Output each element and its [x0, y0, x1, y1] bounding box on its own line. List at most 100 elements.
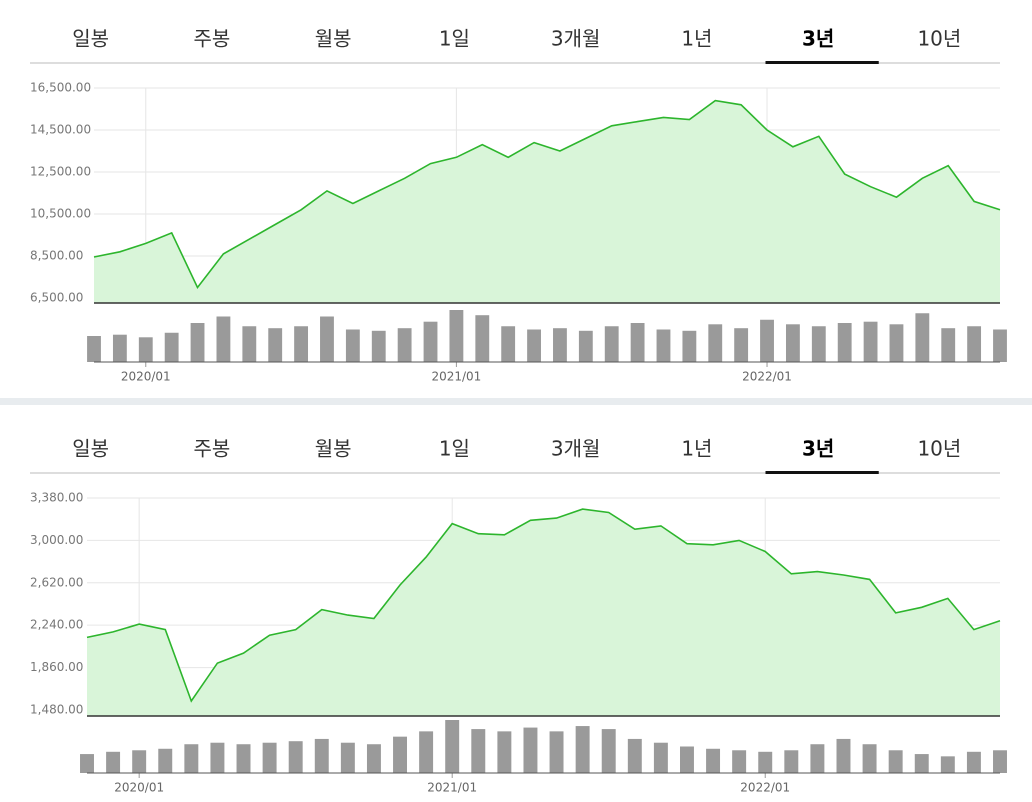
x-tick-label: 2020/01 — [114, 781, 164, 795]
volume-bar — [967, 326, 982, 362]
y-tick-label: 2,620.00 — [30, 575, 83, 589]
volume-bar — [216, 316, 231, 362]
volume-bar — [708, 324, 723, 362]
volume-bar — [190, 323, 205, 362]
volume-bar — [449, 310, 464, 362]
volume-bar — [811, 326, 826, 362]
volume-bar — [682, 330, 697, 362]
tab[interactable]: 10년 — [917, 27, 961, 51]
volume-bar — [268, 328, 283, 362]
price-line — [93, 99, 1001, 290]
tab[interactable]: 주봉 — [193, 437, 230, 461]
volume-bar — [393, 736, 408, 773]
tab[interactable]: 3개월 — [551, 437, 601, 461]
separator — [0, 398, 1032, 405]
volume-bar — [630, 323, 645, 362]
y-tick-label: 3,000.00 — [30, 533, 83, 547]
volume-bar — [242, 326, 257, 362]
volume-bar — [837, 323, 852, 362]
volume-bar — [604, 326, 619, 362]
volume-bar — [164, 332, 179, 362]
x-tick-label: 2021/01 — [427, 781, 477, 795]
volume-bar — [941, 328, 956, 362]
volume-bar — [993, 329, 1007, 362]
volume-bar — [132, 750, 147, 773]
tab[interactable]: 1년 — [681, 27, 712, 51]
y-tick-label: 14,500.00 — [30, 122, 91, 136]
volume-bar — [288, 741, 303, 773]
y-tick-label: 3,380.00 — [30, 490, 83, 504]
y-tick-label: 2,240.00 — [30, 618, 83, 632]
volume-bar — [475, 315, 490, 362]
volume-bar — [888, 750, 903, 773]
volume-bar — [497, 731, 512, 773]
tab[interactable]: 월봉 — [315, 437, 352, 461]
tab[interactable]: 1일 — [439, 27, 470, 51]
active-tab-underline — [765, 471, 879, 474]
y-tick-label: 16,500.00 — [30, 80, 91, 94]
volume-bar — [501, 326, 516, 362]
tab[interactable]: 1년 — [681, 437, 712, 461]
volume-bar — [320, 316, 334, 362]
volume-bar — [760, 319, 774, 362]
volume-bar — [294, 326, 309, 362]
y-tick-label: 8,500.00 — [30, 248, 83, 262]
active-tab-underline — [765, 61, 879, 64]
volume-bar — [656, 329, 671, 362]
y-tick-label: 1,480.00 — [30, 702, 83, 716]
area — [87, 509, 1000, 716]
volume-bar — [993, 750, 1007, 773]
tab[interactable]: 일봉 — [72, 27, 109, 51]
volume-bar — [397, 328, 412, 362]
volume-bar — [915, 313, 930, 362]
y-tick-label: 6,500.00 — [30, 290, 83, 304]
price-line — [86, 508, 1001, 703]
volume-bar — [862, 744, 877, 773]
volume-bar — [627, 738, 642, 773]
volume-bar — [523, 727, 538, 773]
volume-bar — [345, 329, 360, 362]
tab[interactable]: 일봉 — [72, 437, 109, 461]
volume-bar — [366, 744, 381, 773]
y-tick-label: 12,500.00 — [30, 164, 91, 178]
volume-bar — [445, 720, 460, 773]
volume-bar — [527, 329, 541, 362]
volume-bar — [810, 744, 825, 773]
volume-bar — [785, 324, 800, 362]
tab[interactable]: 월봉 — [315, 27, 352, 51]
volume-bar — [653, 742, 668, 773]
volume-bar — [419, 731, 434, 773]
volume-bar — [262, 742, 277, 773]
volume-bar — [966, 751, 981, 773]
volume-bar — [549, 731, 564, 773]
y-tick-label: 10,500.00 — [30, 206, 91, 220]
y-tick-label: 1,860.00 — [30, 660, 83, 674]
volume-bar — [138, 337, 153, 362]
volume-bar — [758, 751, 773, 773]
volume-bar — [210, 742, 225, 773]
volume-bar — [706, 748, 721, 773]
volume-bar — [679, 746, 694, 773]
volume-bar — [106, 751, 121, 773]
tab[interactable]: 10년 — [917, 437, 961, 461]
x-tick-label: 2021/01 — [431, 370, 481, 384]
volume-bar — [575, 726, 590, 773]
tab[interactable]: 3개월 — [551, 27, 601, 51]
x-tick-label: 2022/01 — [742, 370, 792, 384]
volume-bar — [158, 748, 173, 773]
volume-bar — [471, 729, 486, 773]
area — [94, 100, 1000, 303]
tab[interactable]: 1일 — [439, 437, 470, 461]
volume-bar — [601, 729, 616, 773]
volume-bar — [836, 738, 851, 773]
volume-bar — [236, 744, 251, 773]
volume-bar — [914, 754, 929, 773]
volume-bar — [734, 328, 749, 362]
tab[interactable]: 3년 — [802, 437, 834, 461]
volume-bar — [732, 750, 747, 773]
volume-bar — [371, 330, 386, 362]
tab[interactable]: 주봉 — [193, 27, 230, 51]
tab[interactable]: 3년 — [802, 27, 834, 51]
volume-bar — [340, 742, 355, 773]
